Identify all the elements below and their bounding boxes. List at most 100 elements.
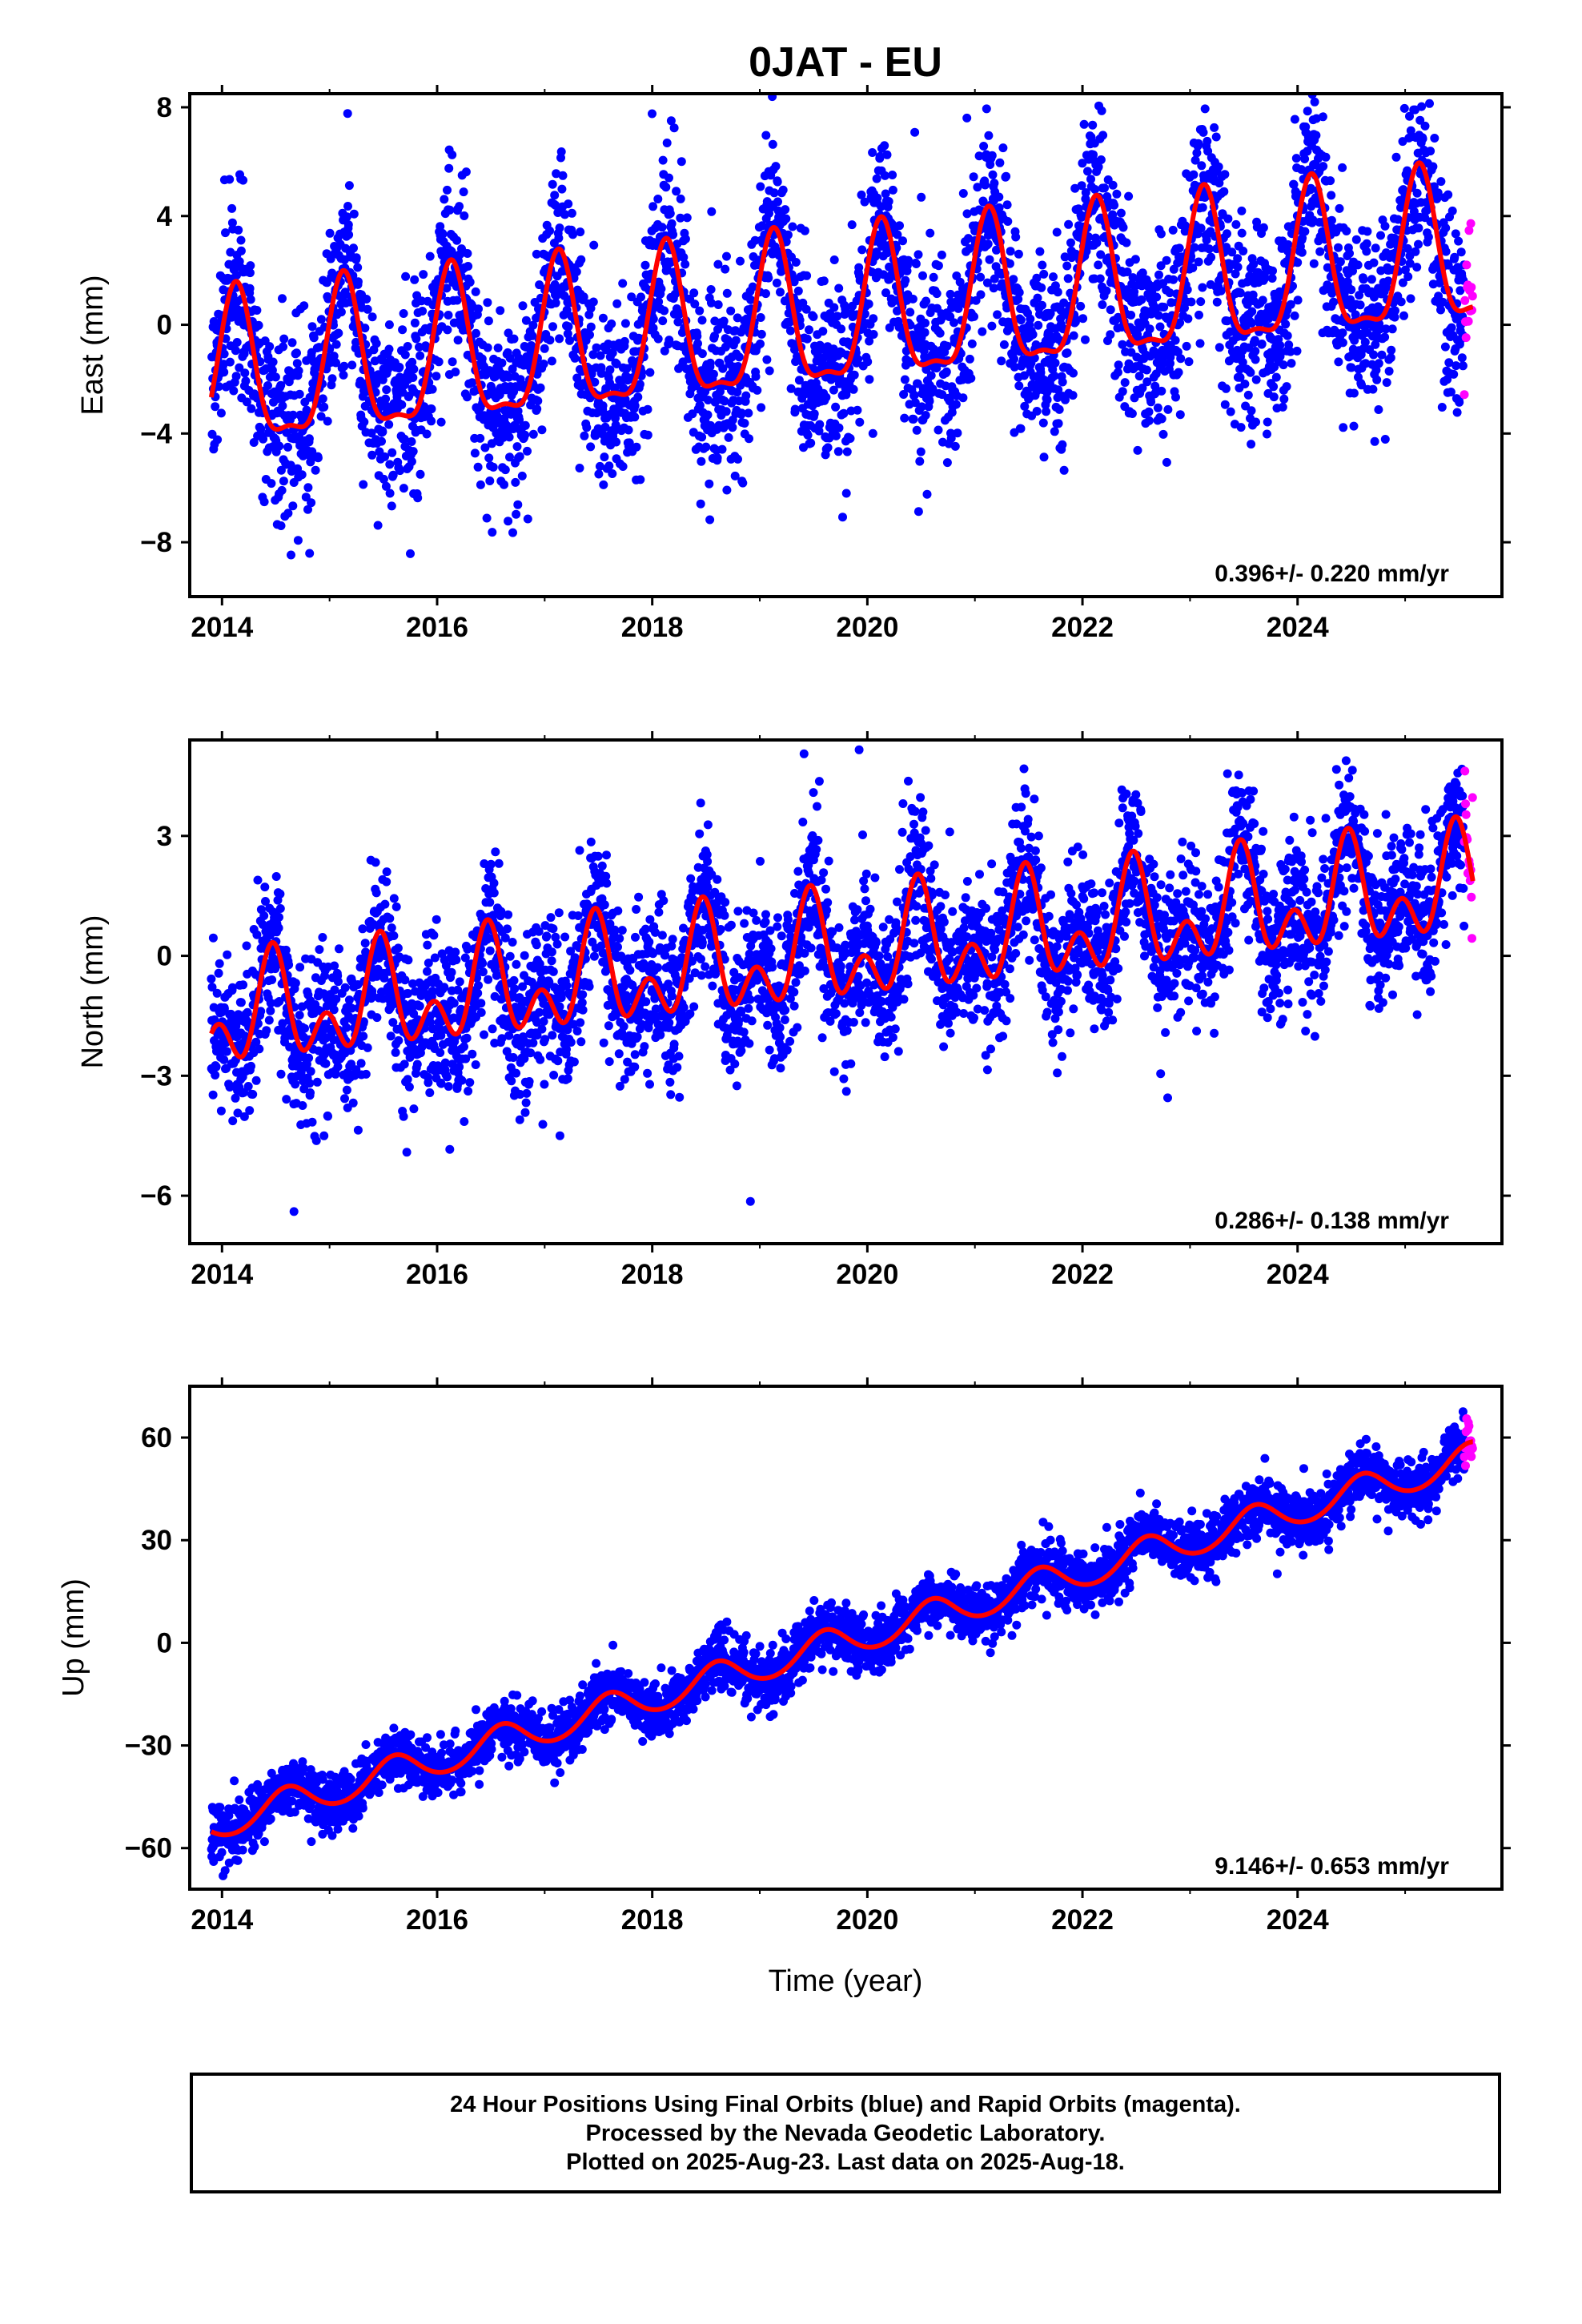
data-point	[1064, 219, 1074, 229]
data-point	[255, 1044, 264, 1054]
data-point	[910, 127, 920, 137]
data-point	[1144, 416, 1154, 425]
data-point	[464, 1087, 473, 1096]
data-point	[990, 179, 999, 188]
data-point	[545, 226, 554, 235]
data-point	[276, 521, 286, 530]
data-point	[1112, 189, 1122, 199]
data-point	[1387, 345, 1396, 355]
data-point	[391, 1047, 400, 1057]
data-point	[311, 1136, 321, 1145]
data-point	[400, 1059, 409, 1069]
data-point	[299, 301, 309, 311]
data-point	[556, 147, 566, 156]
data-point	[748, 282, 757, 292]
data-point	[1156, 229, 1166, 239]
data-point	[681, 259, 690, 269]
data-point	[389, 931, 399, 940]
data-point	[765, 366, 774, 376]
data-point	[443, 185, 452, 195]
data-point	[362, 295, 371, 304]
data-point	[999, 340, 1009, 349]
data-point	[1430, 134, 1439, 143]
data-point	[805, 325, 813, 335]
data-point	[707, 207, 717, 216]
data-point	[381, 481, 391, 491]
data-point	[969, 10, 978, 18]
data-point	[316, 315, 326, 324]
data-point	[1363, 227, 1372, 236]
data-point	[1268, 266, 1277, 275]
data-point	[1283, 240, 1293, 249]
data-point	[1321, 152, 1331, 162]
data-point	[1428, 162, 1438, 171]
data-point	[1186, 297, 1196, 307]
data-point	[705, 358, 715, 368]
data-point	[372, 1013, 382, 1023]
data-point	[416, 469, 425, 479]
data-point	[555, 334, 564, 344]
data-point	[845, 434, 855, 443]
final-orbit-points	[207, 10, 1469, 560]
data-point	[512, 442, 522, 452]
data-point	[309, 333, 319, 343]
data-point	[208, 933, 218, 943]
data-point	[564, 322, 573, 332]
data-point	[1042, 407, 1051, 416]
data-point	[386, 1031, 396, 1041]
data-point	[339, 370, 348, 380]
data-point	[222, 1047, 231, 1056]
data-point	[599, 480, 608, 489]
data-point	[1038, 418, 1048, 428]
data-point	[1387, 324, 1397, 334]
data-point	[818, 327, 828, 336]
data-point	[245, 268, 255, 278]
data-point	[413, 493, 423, 503]
data-point	[336, 308, 346, 317]
data-point	[1158, 429, 1168, 439]
data-point	[1077, 181, 1086, 191]
data-point	[926, 228, 935, 238]
data-point	[1251, 347, 1260, 356]
data-point	[323, 1112, 332, 1121]
data-point	[745, 434, 753, 444]
data-point	[920, 328, 930, 337]
data-point	[1106, 330, 1115, 340]
data-point	[682, 213, 692, 223]
data-point	[847, 220, 857, 230]
data-point	[589, 240, 599, 250]
data-point	[378, 427, 387, 436]
data-point	[576, 227, 585, 237]
data-point	[1006, 247, 1015, 256]
data-point	[367, 428, 376, 438]
data-point	[688, 409, 697, 419]
data-point	[252, 306, 262, 315]
data-point	[463, 249, 472, 258]
data-point	[815, 420, 825, 429]
data-point	[425, 251, 435, 261]
data-point	[277, 485, 287, 495]
data-point	[348, 1098, 358, 1108]
rapid-point	[1466, 219, 1476, 228]
data-point	[1032, 273, 1042, 283]
data-point	[1069, 368, 1078, 378]
data-point	[1034, 320, 1043, 330]
data-point	[1157, 414, 1166, 424]
data-point	[872, 174, 881, 183]
data-point	[219, 349, 229, 359]
data-point	[387, 501, 396, 511]
data-point	[468, 378, 477, 388]
data-point	[722, 251, 731, 261]
data-point	[1168, 225, 1178, 235]
data-point	[343, 202, 352, 211]
data-point	[1420, 121, 1430, 131]
data-point	[394, 1035, 404, 1045]
data-point	[997, 356, 1006, 366]
data-point	[521, 316, 531, 325]
data-point	[292, 359, 302, 368]
data-point	[485, 946, 495, 955]
data-point	[741, 391, 751, 400]
data-point	[488, 528, 497, 537]
data-point	[648, 314, 658, 324]
data-point	[1113, 368, 1122, 377]
